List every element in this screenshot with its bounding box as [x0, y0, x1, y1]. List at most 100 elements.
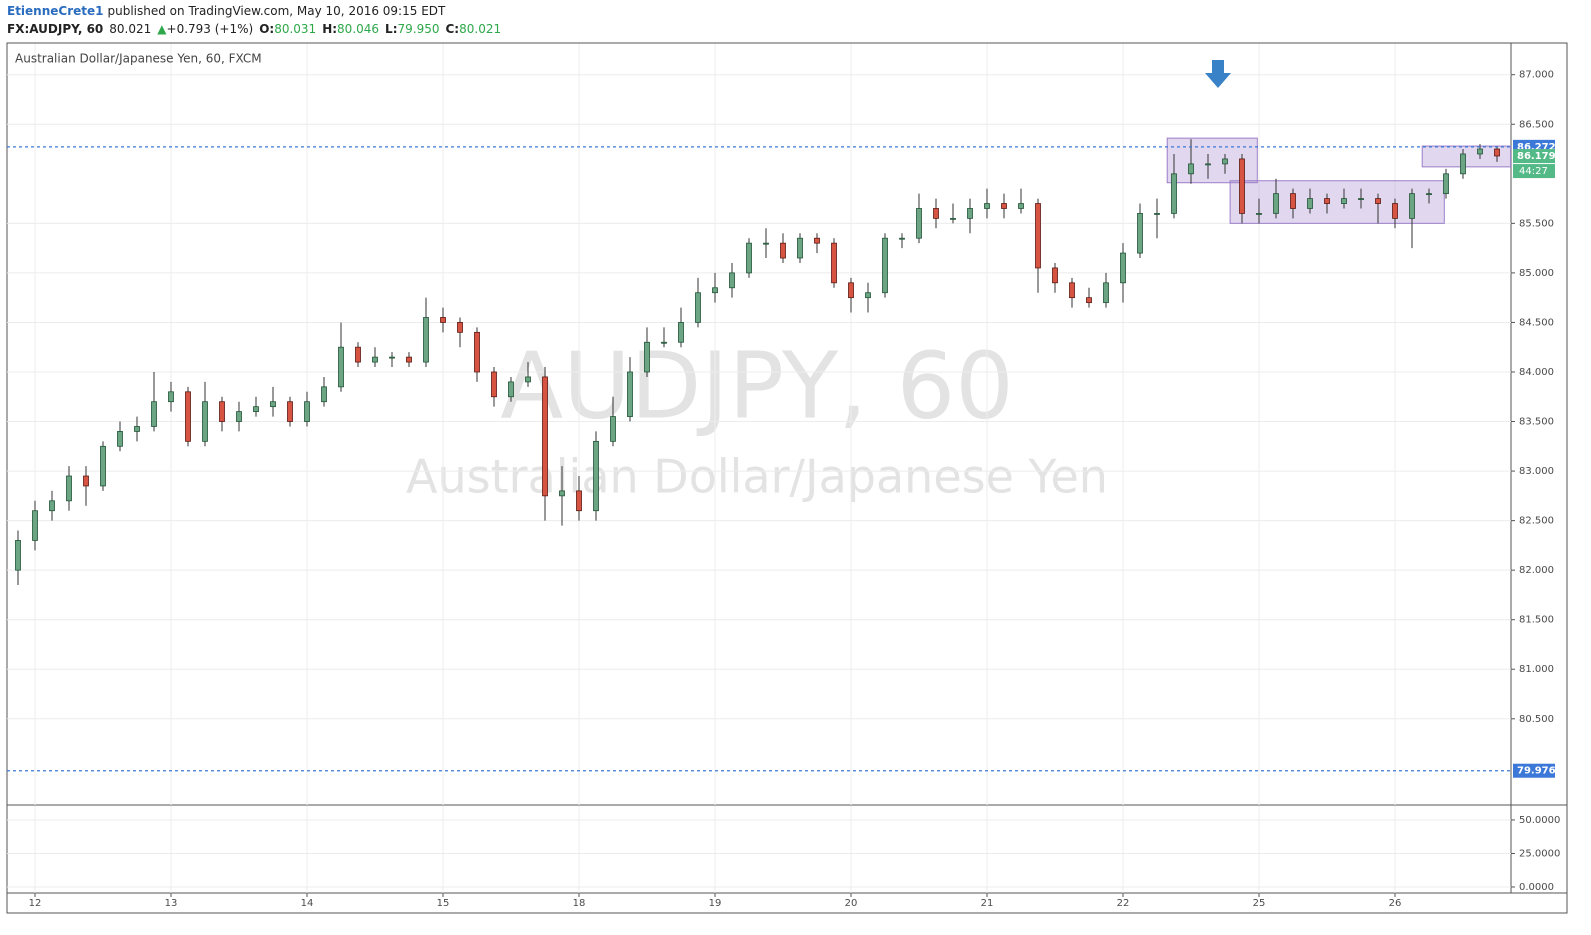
price-label: 79.976: [1517, 766, 1556, 777]
candle-body: [236, 411, 242, 422]
published: published on TradingView.com, May 10, 20…: [108, 4, 447, 18]
chart-frame: [6, 42, 1568, 914]
high-label: H:: [322, 22, 337, 36]
candle-body: [100, 445, 106, 487]
candle-body: [1052, 267, 1058, 284]
candle-body: [355, 346, 361, 363]
last: 80.021: [109, 22, 151, 36]
candle-body: [1222, 158, 1228, 165]
low-label: L:: [385, 22, 397, 36]
candle-body: [1324, 198, 1330, 204]
y-tick-label: 0.0000: [1519, 882, 1554, 893]
candle-body: [66, 475, 72, 502]
candle-body: [15, 540, 21, 571]
candle-body: [1154, 213, 1160, 215]
candle-body: [32, 510, 38, 541]
zone: [1229, 180, 1445, 224]
candle-body: [49, 500, 55, 512]
candle-body: [780, 242, 786, 259]
candle-body: [117, 431, 123, 447]
countdown-bg: [1513, 164, 1555, 179]
y-tick-label: 81.500: [1519, 615, 1554, 626]
candle-body: [695, 292, 701, 323]
candle-body: [1171, 173, 1177, 214]
x-tick-label: 12: [29, 898, 42, 909]
candle-body: [627, 371, 633, 417]
candle-body: [338, 346, 344, 388]
y-tick-label: 82.000: [1519, 565, 1554, 576]
candle-body: [899, 237, 905, 240]
y-tick-label: 50.0000: [1519, 815, 1560, 826]
candle-body: [1120, 252, 1126, 284]
change: +0.793 (+1%): [167, 22, 254, 36]
change-icon: ▲: [157, 22, 167, 36]
x-tick-label: 15: [437, 898, 450, 909]
candle-body: [1205, 163, 1211, 166]
header: EtienneCrete1 published on TradingView.co…: [7, 4, 446, 18]
zone: [1421, 145, 1512, 168]
candle-body: [1426, 193, 1432, 196]
candle-body: [151, 401, 157, 427]
candle-body: [984, 203, 990, 209]
candle-body: [406, 356, 412, 363]
candle-body: [559, 490, 565, 497]
open-label: O:: [259, 22, 274, 36]
candle-body: [270, 401, 276, 408]
candle-body: [712, 287, 718, 294]
candle-body: [1018, 203, 1024, 209]
plot-layer: [7, 44, 1512, 893]
y-tick-label: 83.500: [1519, 417, 1554, 428]
candle-body: [134, 426, 140, 432]
candle-body: [457, 322, 463, 333]
arrow-icon: [1205, 60, 1231, 88]
open: 80.031: [274, 22, 316, 36]
candle-body: [1392, 203, 1398, 219]
candle-body: [389, 356, 395, 359]
candle-body: [576, 490, 582, 512]
candle-body: [644, 341, 650, 373]
candle-body: [508, 381, 514, 398]
candle-body: [1443, 173, 1449, 195]
y-tick-label: 82.500: [1519, 516, 1554, 527]
y-tick-label: 87.000: [1519, 70, 1554, 81]
candle-body: [1256, 213, 1262, 215]
candle-body: [1477, 148, 1483, 155]
author[interactable]: EtienneCrete1: [7, 4, 104, 18]
candle-body: [542, 376, 548, 497]
x-tick-label: 20: [845, 898, 858, 909]
candle-body: [304, 401, 310, 422]
candle-body: [1341, 198, 1347, 204]
candle-body: [763, 242, 769, 245]
candle-body: [678, 322, 684, 343]
x-tick-label: 25: [1253, 898, 1266, 909]
last-price-bg: [1513, 149, 1555, 164]
candle-body: [848, 282, 854, 299]
candle-body: [202, 401, 208, 442]
candle-body: [1460, 153, 1466, 175]
candle-body: [423, 317, 429, 363]
x-tick-label: 22: [1117, 898, 1130, 909]
high: 80.046: [337, 22, 379, 36]
symbol-bar: FX:AUDJPY, 60 80.021 ▲+0.793 (+1%) O:80.031…: [7, 22, 501, 36]
candle-body: [372, 356, 378, 363]
candle-body: [916, 208, 922, 239]
candle-body: [593, 440, 599, 512]
chart-title: Australian Dollar/Japanese Yen, 60, FXCM: [15, 52, 262, 66]
candle-body: [1188, 163, 1194, 175]
candle-body: [321, 386, 327, 403]
candle-body: [1290, 193, 1296, 209]
candle-body: [440, 317, 446, 323]
candle-body: [1307, 198, 1313, 209]
y-tick-label: 80.500: [1519, 714, 1554, 725]
low: 79.950: [398, 22, 440, 36]
candle-body: [797, 237, 803, 259]
candle-body: [933, 208, 939, 219]
candle-body: [729, 272, 735, 289]
x-tick-label: 13: [165, 898, 178, 909]
candle-body: [1358, 198, 1364, 200]
y-tick-label: 85.500: [1519, 218, 1554, 229]
candle-body: [661, 341, 667, 344]
candle-body: [219, 401, 225, 422]
